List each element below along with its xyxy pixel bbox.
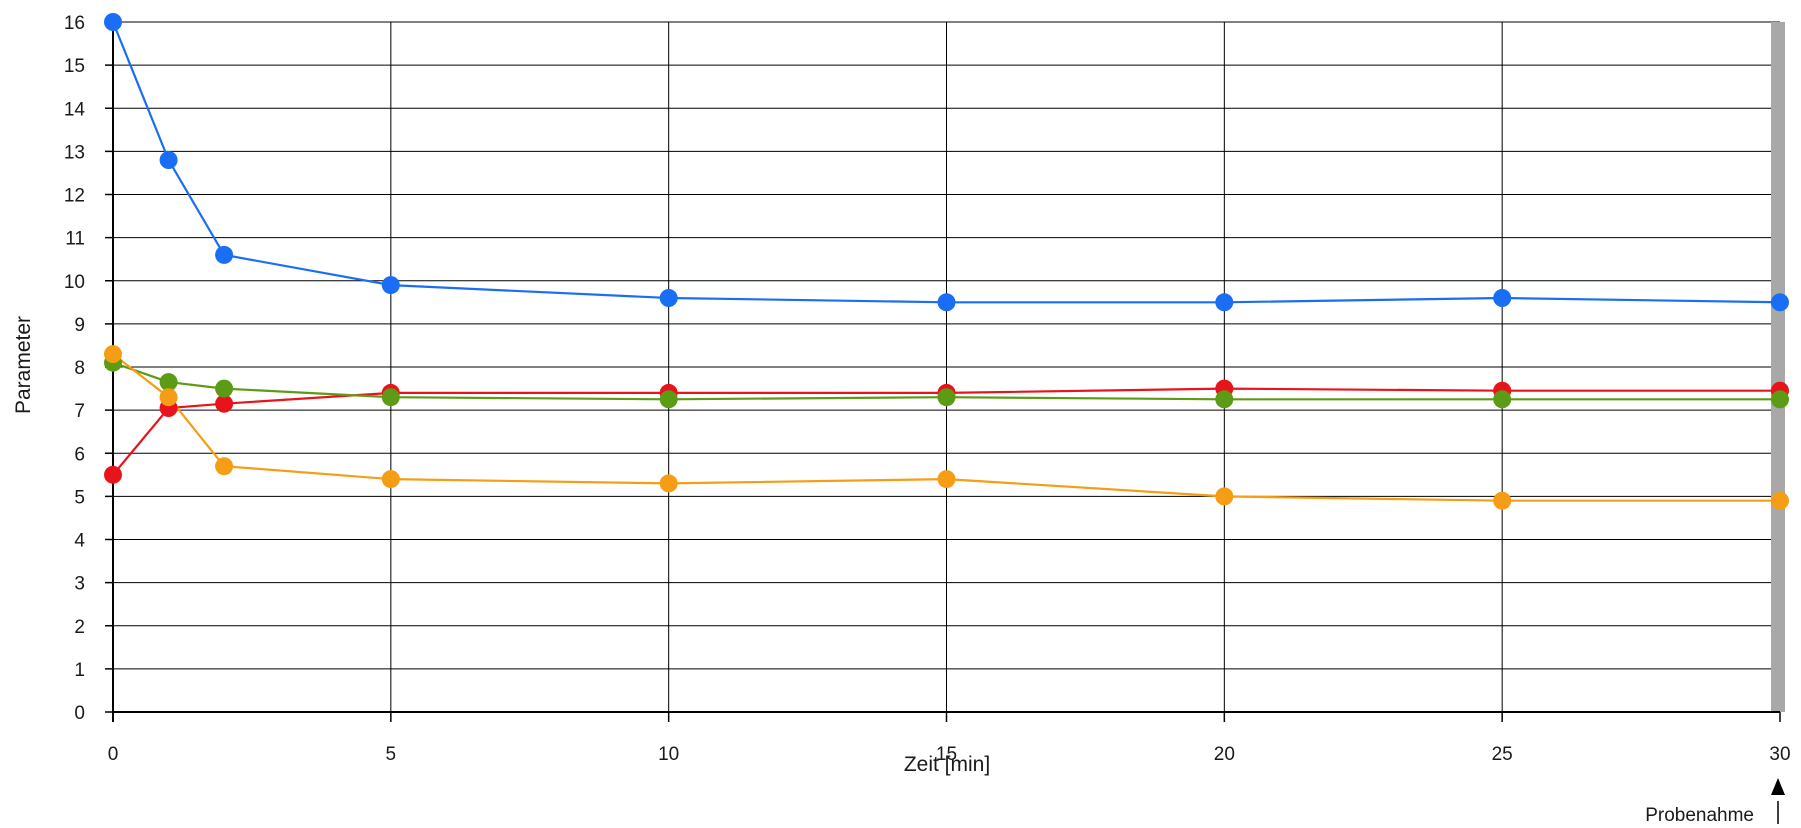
series-4-point: [381, 470, 400, 489]
series-1-point: [1771, 293, 1789, 312]
y-tick-label: 1: [74, 660, 85, 681]
series-4-point: [159, 388, 178, 407]
x-tick-label: 20: [1214, 744, 1235, 765]
x-tick-label: 15: [936, 744, 957, 765]
x-tick-label: 30: [1769, 744, 1790, 765]
y-tick-label: 16: [64, 13, 85, 34]
series-3-point: [1493, 390, 1512, 409]
series-points: [104, 13, 1789, 510]
series-1-point: [659, 289, 678, 307]
x-tick-label: 25: [1492, 744, 1513, 765]
series-1-point: [1215, 293, 1234, 312]
y-tick-label: 8: [74, 358, 85, 379]
y-tick-label: 3: [74, 574, 85, 595]
y-tick-label: 15: [64, 56, 85, 77]
series-4-point: [1771, 491, 1789, 510]
y-tick-label: 2: [74, 617, 85, 638]
series-1-point: [215, 245, 234, 264]
series-2-point: [104, 465, 122, 484]
probenahme-label: Probenahme: [1645, 805, 1754, 826]
x-axis-title: Zeit [min]: [904, 753, 990, 776]
series-3-point: [659, 390, 678, 409]
grid: [113, 21, 1781, 712]
series-1-point: [159, 151, 178, 169]
x-tick-label: 10: [658, 744, 679, 765]
series-3-point: [937, 388, 956, 407]
y-tick-label: 12: [64, 186, 85, 207]
series-3-point: [215, 379, 234, 398]
series-4-point: [1215, 487, 1234, 506]
series-1-point: [381, 276, 400, 295]
y-tick-label: 11: [65, 229, 85, 250]
sampling-marker: [1771, 22, 1785, 824]
series-1-point: [1493, 289, 1512, 307]
series-3-point: [381, 388, 400, 407]
y-tick-label: 0: [74, 703, 85, 724]
series-3-point: [1771, 390, 1789, 409]
series-2-point: [215, 394, 234, 413]
sampling-arrow-head: [1771, 778, 1785, 795]
series-4-point: [659, 474, 678, 493]
axes: [105, 21, 1781, 722]
y-tick-label: 7: [74, 401, 85, 422]
y-tick-label: 6: [74, 444, 85, 465]
series-1-point: [937, 293, 956, 312]
series-4-point: [937, 470, 956, 489]
y-tick-label: 14: [64, 99, 86, 120]
y-tick-label: 5: [74, 487, 85, 508]
x-tick-label: 0: [108, 744, 119, 765]
series-4-point: [1493, 491, 1512, 510]
y-tick-label: 10: [64, 272, 85, 293]
series-1-point: [104, 13, 122, 31]
series-3-point: [159, 373, 178, 392]
series-3-point: [1215, 390, 1234, 409]
y-axis-title: Parameter: [12, 316, 35, 414]
y-tick-label: 9: [74, 315, 85, 336]
series-4-point: [104, 345, 122, 364]
x-tick-label: 5: [386, 744, 397, 765]
series-4-point: [215, 457, 234, 476]
y-tick-label: 4: [74, 531, 85, 552]
sampling-band: [1771, 22, 1785, 712]
y-tick-label: 13: [64, 142, 85, 163]
